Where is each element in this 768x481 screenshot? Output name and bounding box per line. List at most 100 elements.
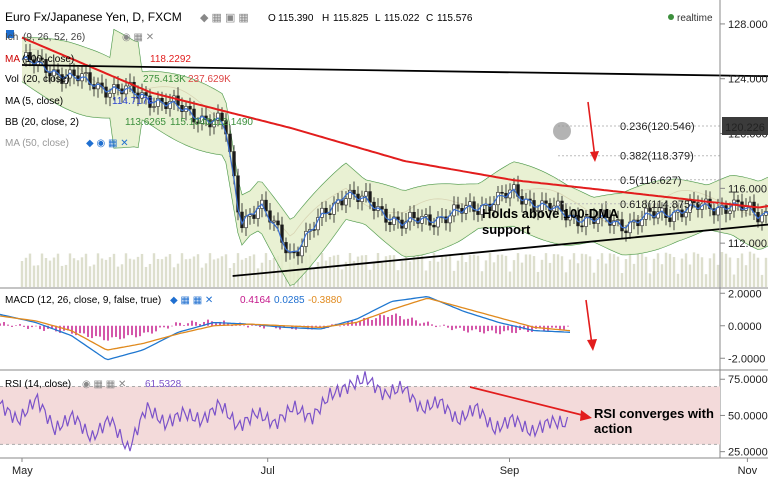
- macd-hist-bar: [383, 315, 385, 326]
- volume-bar: [124, 253, 128, 287]
- macd-hist-bar: [431, 324, 433, 326]
- volume-bar: [652, 258, 656, 287]
- macd-hist-bar: [475, 325, 477, 330]
- macd-hist-bar: [127, 325, 129, 336]
- macd-hist-bar: [331, 324, 333, 326]
- volume-bar: [692, 252, 696, 287]
- volume-bar: [496, 254, 500, 287]
- volume-bar: [92, 264, 96, 287]
- macd-hist-bar: [87, 325, 89, 337]
- macd-hist-bar: [339, 325, 341, 327]
- volume-bar: [400, 261, 404, 287]
- candle-body: [264, 199, 268, 212]
- rsi-axis: 75.0000 50.0000 25.0000: [720, 374, 768, 459]
- volume-bar: [368, 269, 372, 287]
- volume-bar: [744, 265, 748, 287]
- candle-body: [664, 207, 668, 219]
- time-tick-label: May: [12, 465, 33, 477]
- macd-hist-bar: [35, 325, 37, 327]
- candle-body: [156, 97, 160, 107]
- dma-annotation-line-2: support: [482, 222, 531, 237]
- volume-bar: [152, 253, 156, 287]
- volume-bar: [568, 259, 572, 287]
- volume-bar: [184, 259, 188, 287]
- ohlc-l: 115.022: [384, 13, 420, 24]
- macd-hist-bar: [67, 325, 69, 331]
- macd-hist-bar: [111, 325, 113, 338]
- macd-hist-bar: [155, 325, 157, 332]
- ohlc-o-label: O: [268, 13, 276, 24]
- candle-body: [220, 112, 224, 121]
- volume-bar: [592, 272, 596, 287]
- price-tick-label: 116.000: [728, 183, 767, 195]
- volume-bar: [96, 253, 100, 287]
- volume-bar: [24, 257, 28, 287]
- volume-bar: [36, 265, 40, 287]
- macd-controls[interactable]: ◆ ▦ ▦ ✕: [170, 295, 213, 306]
- candle-body: [64, 77, 68, 84]
- eye-icon[interactable]: [6, 30, 14, 38]
- volume-bar: [120, 264, 124, 287]
- macd-hist-bar: [399, 316, 401, 326]
- candle-body: [216, 112, 220, 121]
- volume-bar: [444, 254, 448, 287]
- volume-bar: [484, 260, 488, 287]
- settings-icon[interactable]: ◆ ▦ ▣ ▦: [200, 12, 249, 24]
- ma5-legend: (5, close): [22, 96, 63, 107]
- volume-bar: [364, 255, 368, 287]
- last-price-badge: [722, 117, 768, 135]
- volume-bar: [732, 274, 736, 287]
- volume-bar: [244, 258, 248, 287]
- macd-hist-bar: [103, 325, 105, 341]
- volume-bar: [520, 262, 524, 287]
- macd-hist-bar: [147, 325, 149, 333]
- volume-bar: [500, 254, 504, 287]
- volume-bar: [476, 255, 480, 287]
- macd-hist-bar: [107, 325, 109, 341]
- rsi-controls[interactable]: ◉ ▦ ▦ ✕: [82, 379, 126, 390]
- macd-hist-bar: [71, 325, 73, 334]
- candle-body: [108, 93, 112, 98]
- ohlc-o: 115.390: [278, 13, 314, 24]
- volume-bar: [260, 262, 264, 287]
- candle-body: [300, 246, 304, 257]
- fib-label: 0.236(120.546): [620, 121, 695, 133]
- volume-bar: [68, 253, 72, 287]
- ma50-controls[interactable]: ◆ ◉ ▦ ✕: [86, 138, 129, 149]
- volume-bar: [52, 257, 56, 287]
- candle-body: [252, 214, 256, 219]
- price-down-arrowhead: [590, 151, 599, 162]
- trendlines: [21, 64, 768, 277]
- candle-body: [352, 189, 356, 195]
- bb-value-2: 115.1040: [170, 117, 211, 128]
- macd-line: [0, 296, 571, 361]
- volume-bar: [420, 255, 424, 287]
- volume-bar: [644, 256, 648, 287]
- volume-bar: [392, 255, 396, 287]
- volume-bar: [660, 264, 664, 287]
- volume-bar: [740, 253, 744, 287]
- volume-bar: [216, 258, 220, 287]
- macd-hist-bar: [31, 325, 33, 328]
- volume-bar: [380, 261, 384, 287]
- candle-body: [648, 207, 652, 212]
- macd-hist-bar: [179, 322, 181, 326]
- ichimoku-controls[interactable]: ◉ ▦ ✕: [122, 32, 154, 43]
- macd-hist-bar: [119, 325, 121, 340]
- volume-bar: [384, 256, 388, 287]
- macd-hist-bar: [555, 325, 557, 328]
- volume-bar: [604, 263, 608, 287]
- fib-label: 0.618(114.875): [620, 199, 694, 211]
- macd-hist-bar: [15, 325, 17, 326]
- macd-hist-bar: [123, 325, 125, 339]
- volume-bar: [528, 254, 532, 287]
- macd-hist-bar: [515, 325, 517, 334]
- macd-hist-bar: [391, 314, 393, 326]
- macd-hist-bar: [315, 325, 317, 327]
- macd-hist-bar: [419, 323, 421, 326]
- volume-bar: [220, 256, 224, 287]
- macd-hist-bar: [263, 325, 265, 329]
- volume-bar: [128, 258, 132, 287]
- candle-body: [196, 121, 200, 124]
